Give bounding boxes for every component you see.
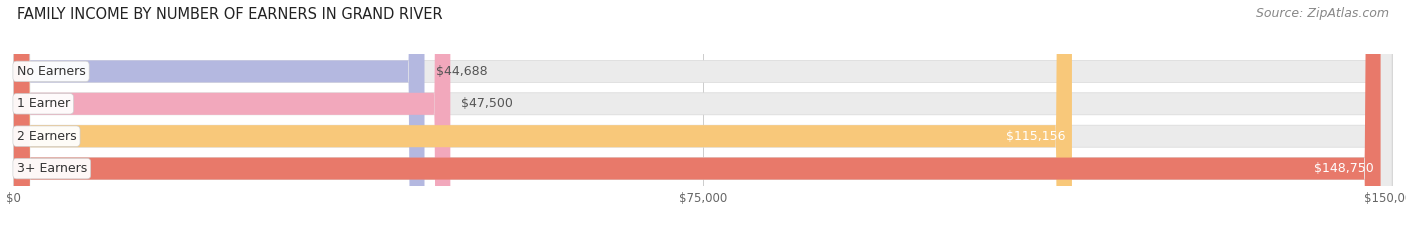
- FancyBboxPatch shape: [14, 0, 1381, 233]
- Text: $47,500: $47,500: [461, 97, 513, 110]
- FancyBboxPatch shape: [14, 0, 450, 233]
- FancyBboxPatch shape: [14, 0, 1392, 233]
- FancyBboxPatch shape: [14, 0, 425, 233]
- FancyBboxPatch shape: [14, 0, 1071, 233]
- Text: $115,156: $115,156: [1005, 130, 1066, 143]
- Text: 1 Earner: 1 Earner: [17, 97, 70, 110]
- Text: 2 Earners: 2 Earners: [17, 130, 76, 143]
- Text: Source: ZipAtlas.com: Source: ZipAtlas.com: [1256, 7, 1389, 20]
- FancyBboxPatch shape: [14, 0, 1392, 233]
- FancyBboxPatch shape: [14, 0, 1392, 233]
- Text: 3+ Earners: 3+ Earners: [17, 162, 87, 175]
- FancyBboxPatch shape: [14, 0, 1392, 233]
- Text: No Earners: No Earners: [17, 65, 86, 78]
- Text: $44,688: $44,688: [436, 65, 486, 78]
- Text: FAMILY INCOME BY NUMBER OF EARNERS IN GRAND RIVER: FAMILY INCOME BY NUMBER OF EARNERS IN GR…: [17, 7, 443, 22]
- Text: $148,750: $148,750: [1315, 162, 1374, 175]
